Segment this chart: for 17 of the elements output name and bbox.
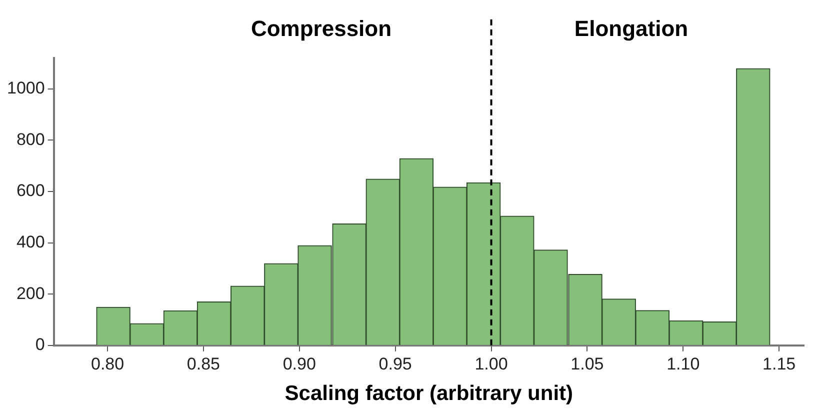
x-tick-label: 1.00 — [474, 354, 508, 374]
x-tick-label: 0.85 — [186, 354, 220, 374]
y-tick-label: 400 — [16, 232, 45, 252]
x-tick-label: 0.80 — [90, 354, 124, 374]
x-tick-label: 1.15 — [762, 354, 796, 374]
text: Compression — [250, 16, 392, 42]
x-tick-label: 1.10 — [666, 354, 700, 374]
y-tick-label: 200 — [16, 284, 45, 303]
x-tick-label: 0.90 — [282, 354, 316, 374]
x-tick-label: 0.95 — [378, 354, 412, 374]
y-tick-label: 0 — [35, 335, 45, 354]
text: Elongation — [574, 16, 688, 42]
x-axis-title: Scaling factor (arbitrary unit) — [284, 382, 574, 406]
y-tick-label: 1000 — [6, 78, 45, 98]
y-tick-label: 600 — [16, 181, 45, 200]
x-tick-label: 1.05 — [570, 354, 604, 374]
y-tick-label: 800 — [16, 130, 45, 149]
